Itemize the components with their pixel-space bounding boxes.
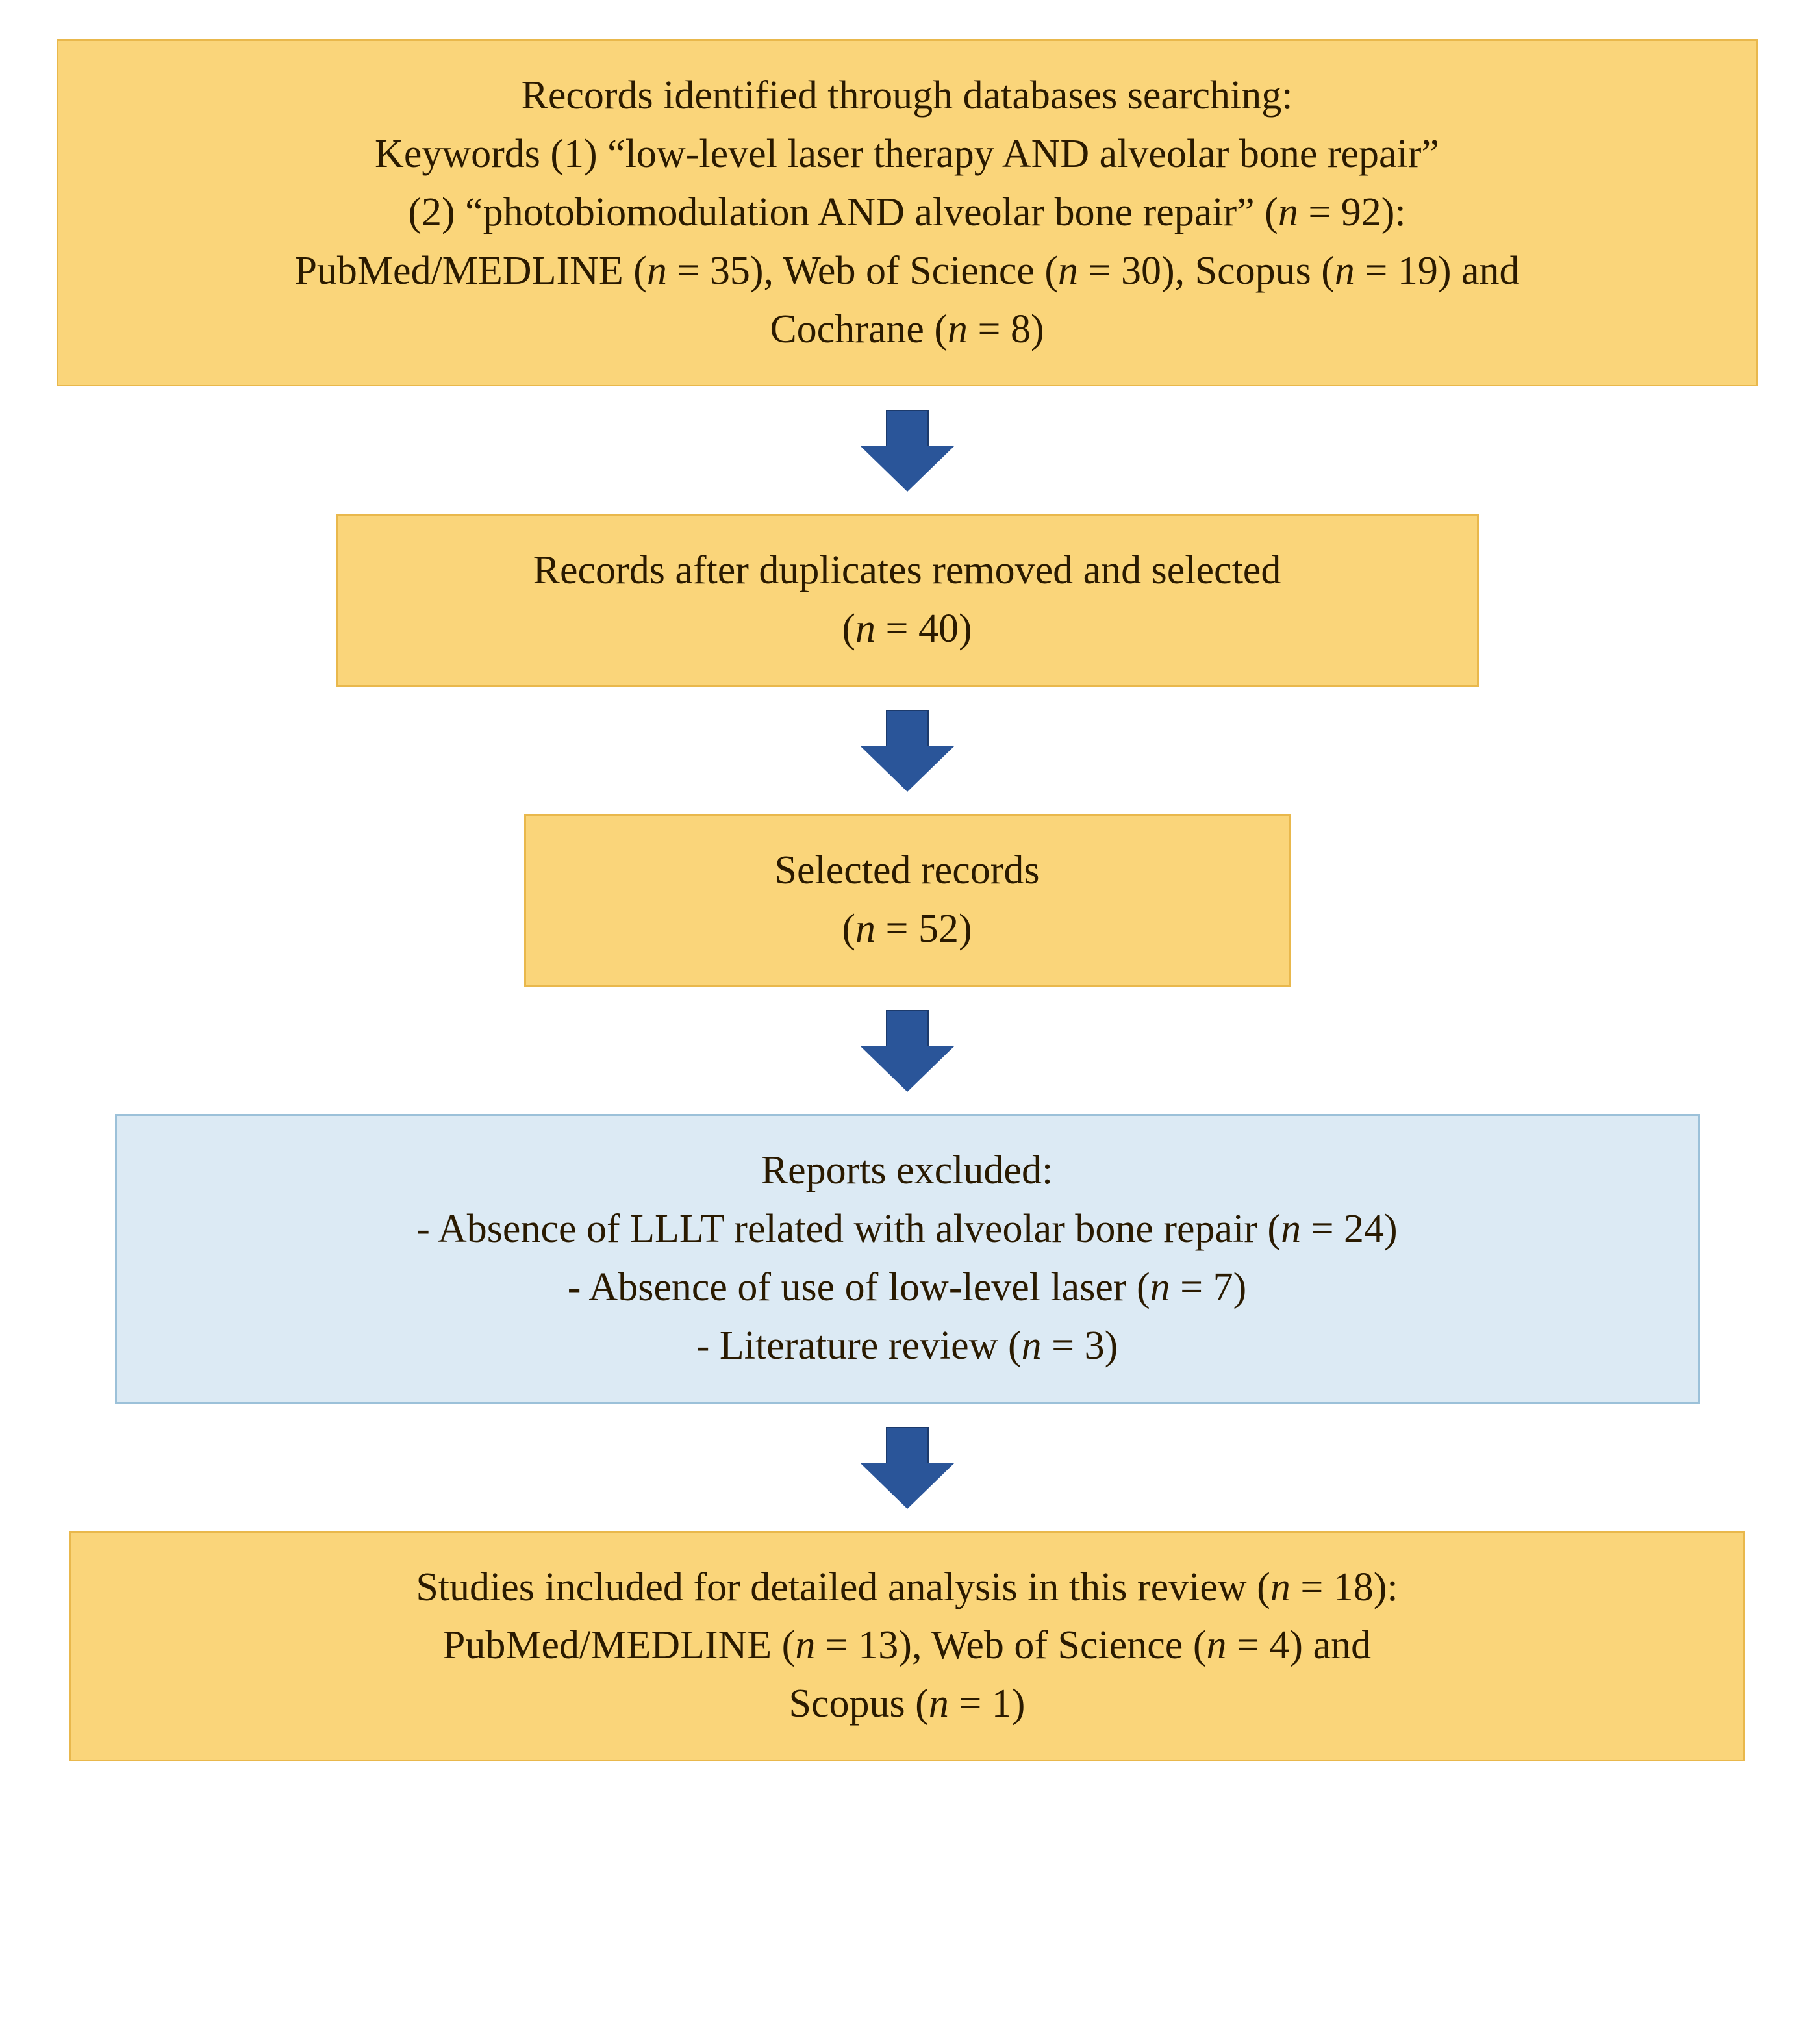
flow-node-text: Records after duplicates removed and sel… — [370, 542, 1444, 600]
flow-node-text: - Absence of use of low-level laser (n =… — [149, 1259, 1665, 1317]
flow-node-excluded: Reports excluded:- Absence of LLLT relat… — [115, 1114, 1700, 1404]
prisma-flowchart: Records identified through databases sea… — [31, 39, 1784, 1761]
flow-arrow-down-icon — [861, 710, 954, 792]
flow-node-text: Scopus (n = 1) — [104, 1675, 1711, 1734]
flow-node-text: (n = 52) — [559, 900, 1256, 959]
flow-node-text: Records identified through databases sea… — [91, 67, 1724, 125]
flow-arrow-down-icon — [861, 1427, 954, 1509]
flow-node-text: Cochrane (n = 8) — [91, 301, 1724, 359]
flow-node-text: (n = 40) — [370, 600, 1444, 659]
flow-node-text: Selected records — [559, 842, 1256, 900]
flow-node-included: Studies included for detailed analysis i… — [69, 1531, 1745, 1762]
flow-node-text: (2) “photobiomodulation AND alveolar bon… — [91, 184, 1724, 242]
flow-node-identified: Records identified through databases sea… — [57, 39, 1758, 386]
flow-node-selected: Selected records(n = 52) — [524, 814, 1291, 987]
flow-node-text: PubMed/MEDLINE (n = 35), Web of Science … — [91, 242, 1724, 301]
flow-node-dedup: Records after duplicates removed and sel… — [336, 514, 1479, 687]
flow-arrow-down-icon — [861, 1010, 954, 1092]
flow-node-text: - Absence of LLLT related with alveolar … — [149, 1200, 1665, 1259]
flow-arrow-down-icon — [861, 410, 954, 492]
flow-node-text: PubMed/MEDLINE (n = 13), Web of Science … — [104, 1617, 1711, 1675]
flow-node-text: Reports excluded: — [149, 1142, 1665, 1200]
flow-node-text: Keywords (1) “low-level laser therapy AN… — [91, 125, 1724, 184]
flow-node-text: Studies included for detailed analysis i… — [104, 1559, 1711, 1617]
flow-node-text: - Literature review (n = 3) — [149, 1317, 1665, 1376]
